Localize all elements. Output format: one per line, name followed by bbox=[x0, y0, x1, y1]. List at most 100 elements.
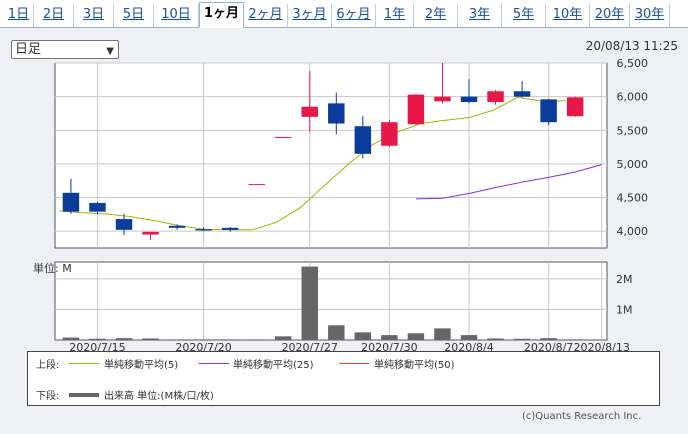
volume-unit-label: 単位: M bbox=[33, 261, 72, 275]
candle-body bbox=[407, 94, 425, 125]
volume-bar bbox=[381, 335, 398, 340]
volume-bar bbox=[248, 339, 265, 340]
legend-lower-label: 下段: bbox=[36, 391, 60, 402]
volume-bar bbox=[275, 336, 292, 340]
tab-16[interactable]: 30年 bbox=[630, 4, 670, 27]
volume-bar bbox=[115, 338, 133, 340]
volume-bar bbox=[195, 339, 212, 340]
date-tick-label: 2020/7/20 bbox=[175, 341, 231, 354]
tab-1[interactable]: 1日 bbox=[4, 4, 34, 27]
volume-bar bbox=[62, 337, 80, 340]
volume-grid bbox=[55, 262, 607, 340]
chevron-down-icon: ▼ bbox=[106, 46, 114, 57]
candle-body bbox=[301, 106, 318, 117]
date-tick-label: 2020/7/30 bbox=[361, 341, 417, 354]
tab-7[interactable]: 2ヶ月 bbox=[244, 4, 288, 27]
volume-bar bbox=[460, 335, 478, 340]
volume-bar bbox=[434, 328, 451, 340]
date-tick-label: 2020/8/7 bbox=[524, 341, 573, 354]
date-tick-label: 2020/8/4 bbox=[444, 341, 493, 354]
date-tick-label: 2020/7/27 bbox=[282, 341, 338, 354]
candle-body bbox=[434, 96, 451, 102]
legend-ma5-swatch bbox=[69, 363, 99, 364]
volume-bar bbox=[301, 266, 318, 340]
candle-body bbox=[540, 99, 557, 123]
volume-bar bbox=[566, 339, 584, 340]
candle-body bbox=[115, 219, 133, 230]
timestamp: 20/08/13 11:25 bbox=[585, 39, 678, 53]
tab-9[interactable]: 6ヶ月 bbox=[332, 4, 376, 27]
legend-ma25-label: 単純移動平均(25) bbox=[233, 360, 314, 371]
candle-body bbox=[328, 103, 345, 124]
legend-volume-label: 出来高 単位:(M株/口/枚) bbox=[104, 391, 214, 402]
price-tick-label: 5,000 bbox=[617, 158, 649, 171]
volume-bar bbox=[407, 333, 425, 340]
volume-bar-layer bbox=[62, 266, 584, 340]
tab-8[interactable]: 3ヶ月 bbox=[288, 4, 332, 27]
legend-ma5-label: 単純移動平均(5) bbox=[104, 360, 179, 371]
date-tick-label: 2020/8/13 bbox=[573, 341, 629, 354]
price-axis: 6,500 6,000 5,500 5,000 4,500 4,000 bbox=[617, 57, 649, 238]
price-tick-label: 4,000 bbox=[617, 225, 649, 238]
volume-bar bbox=[142, 338, 159, 340]
tab-10[interactable]: 1年 bbox=[376, 4, 414, 27]
ma5-line bbox=[58, 96, 567, 231]
legend-box: 上段: 下段: 単純移動平均(5) 単純移動平均(25) 単純移動平均(50) … bbox=[27, 351, 660, 406]
volume-bar bbox=[168, 339, 186, 340]
candle-body bbox=[487, 91, 504, 103]
legend-upper-label: 上段: bbox=[36, 360, 60, 371]
price-tick-label: 6,500 bbox=[617, 57, 649, 70]
candle-body bbox=[89, 202, 106, 212]
candle-body bbox=[248, 184, 265, 186]
tab-11[interactable]: 2年 bbox=[414, 4, 458, 27]
candle-body bbox=[354, 126, 372, 154]
candle-body bbox=[168, 225, 186, 228]
volume-tick-label: 1M bbox=[616, 303, 633, 316]
price-tick-label: 6,000 bbox=[617, 91, 649, 104]
volume-axis: 2M 1M bbox=[616, 273, 633, 317]
ma25-line-layer bbox=[415, 164, 602, 200]
candle-body bbox=[566, 97, 584, 117]
tab-4[interactable]: 5日 bbox=[114, 4, 154, 27]
volume-bar bbox=[354, 332, 372, 340]
volume-bar bbox=[540, 338, 557, 340]
volume-bar bbox=[221, 339, 239, 340]
volume-bar bbox=[513, 338, 531, 340]
candle-body bbox=[381, 122, 398, 146]
legend-ma50-label: 単純移動平均(50) bbox=[374, 360, 455, 371]
price-chart-frame bbox=[54, 62, 608, 249]
tab-13[interactable]: 5年 bbox=[502, 4, 546, 27]
candle-body bbox=[513, 91, 531, 97]
legend-ma50-swatch bbox=[339, 363, 369, 364]
tab-3[interactable]: 3日 bbox=[74, 4, 114, 27]
volume-tick-label: 2M bbox=[616, 273, 633, 286]
candle-period-select[interactable]: 日足 ▼ bbox=[11, 40, 119, 59]
volume-bar bbox=[328, 325, 345, 340]
candle-body bbox=[195, 229, 212, 231]
candle-body bbox=[142, 231, 159, 235]
tab-12[interactable]: 3年 bbox=[458, 4, 502, 27]
volume-bar bbox=[487, 338, 504, 340]
candle-body bbox=[275, 137, 292, 138]
date-axis: 2020/7/15 2020/7/20 2020/7/27 2020/7/30 2020… bbox=[69, 341, 630, 354]
candlestick-layer bbox=[62, 63, 584, 240]
copyright: (c)Quants Research Inc. bbox=[522, 411, 642, 422]
price-tick-label: 4,500 bbox=[617, 192, 649, 205]
period-tab-bar: 1日 2日 3日 5日 10日 1ヶ月 2ヶ月 3ヶ月 6ヶ月 1年 2年 3年 5年 10年 20年 30年 bbox=[0, 0, 688, 28]
price-tick-label: 5,500 bbox=[617, 124, 649, 137]
tab-6[interactable]: 1ヶ月 bbox=[199, 2, 244, 28]
price-plot-bg bbox=[54, 62, 608, 249]
candle-period-value: 日足 bbox=[15, 42, 42, 57]
candle-body bbox=[460, 96, 478, 103]
volume-bar bbox=[89, 338, 106, 340]
tab-2[interactable]: 2日 bbox=[34, 4, 74, 27]
ma5-line-layer bbox=[58, 96, 567, 231]
ma25-line bbox=[415, 164, 602, 200]
tab-5[interactable]: 10日 bbox=[154, 4, 199, 27]
tab-14[interactable]: 10年 bbox=[546, 4, 590, 27]
date-tick-label: 2020/7/15 bbox=[69, 341, 125, 354]
tab-15[interactable]: 20年 bbox=[590, 4, 630, 27]
legend-ma25-swatch bbox=[199, 363, 229, 364]
candle-body bbox=[221, 227, 239, 230]
